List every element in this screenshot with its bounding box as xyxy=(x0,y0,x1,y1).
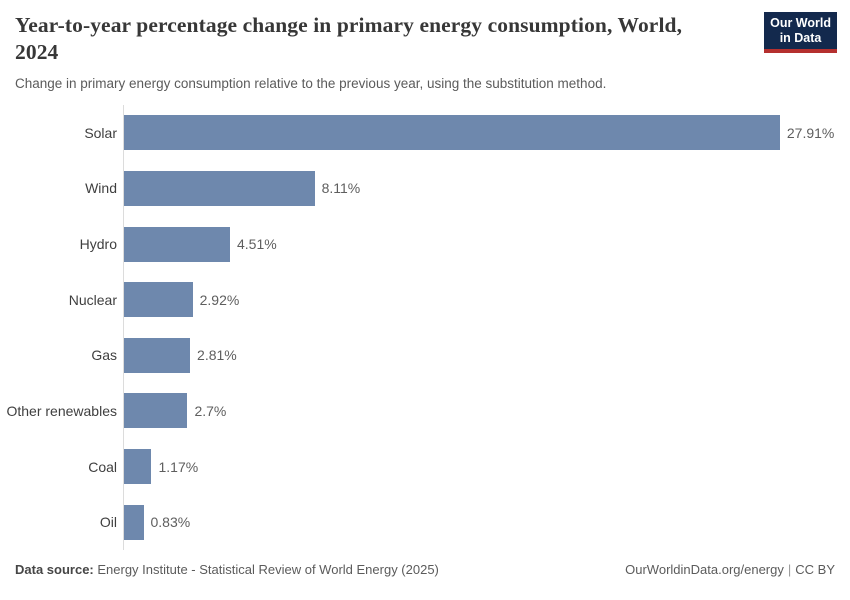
value-label: 27.91% xyxy=(786,124,835,141)
bar-row: Oil 0.83% xyxy=(0,494,850,550)
category-label: Nuclear xyxy=(68,291,117,308)
category-label: Oil xyxy=(99,514,117,531)
bar-track: 1.17% xyxy=(124,439,850,495)
value-label: 0.83% xyxy=(150,514,191,531)
data-source-note: Data source: Energy Institute - Statisti… xyxy=(15,562,439,577)
bar-track: 2.92% xyxy=(124,272,850,328)
bar-track: 8.11% xyxy=(124,161,850,217)
owid-logo-line2: in Data xyxy=(779,31,822,45)
bar[interactable] xyxy=(124,449,152,485)
category-label: Coal xyxy=(88,458,117,475)
data-source-text: Energy Institute - Statistical Review of… xyxy=(93,562,439,577)
bar-track: 4.51% xyxy=(124,216,850,272)
bar[interactable] xyxy=(124,170,315,206)
chart-title: Year-to-year percentage change in primar… xyxy=(15,13,683,64)
y-axis-line xyxy=(123,105,124,550)
owid-logo-line1: Our World xyxy=(770,16,831,30)
footer: Data source: Energy Institute - Statisti… xyxy=(15,562,835,577)
bar[interactable] xyxy=(124,282,193,318)
data-source-label: Data source: xyxy=(15,562,94,577)
owid-url-link[interactable]: OurWorldinData.org/energy xyxy=(625,562,784,577)
bar-track: 27.91% xyxy=(124,105,850,161)
value-label: 4.51% xyxy=(236,236,277,253)
plot-area: Solar 27.91% Wind 8.11% Hydro 4.51% Nuclear 2.9… xyxy=(0,105,850,550)
bar-row: Wind 8.11% xyxy=(0,161,850,217)
value-label: 1.17% xyxy=(158,458,199,475)
bar-row: Other renewables 2.7% xyxy=(0,383,850,439)
value-label: 2.81% xyxy=(197,347,237,364)
footer-separator: | xyxy=(787,562,792,577)
bar-track: 2.7% xyxy=(124,383,850,439)
bar[interactable] xyxy=(124,115,780,151)
value-label: 2.7% xyxy=(194,402,227,419)
category-label: Wind xyxy=(85,180,117,197)
category-label: Gas xyxy=(91,347,117,364)
value-label: 2.92% xyxy=(199,291,240,308)
footer-right: OurWorldinData.org/energy | CC BY xyxy=(625,562,835,577)
bar-track: 0.83% xyxy=(124,494,850,550)
owid-logo[interactable]: Our World in Data xyxy=(764,12,837,53)
chart-subtitle: Change in primary energy consumption rel… xyxy=(15,76,607,91)
license-link[interactable]: CC BY xyxy=(795,562,835,577)
bar-row: Solar 27.91% xyxy=(0,105,850,161)
bar-track: 2.81% xyxy=(124,328,850,384)
bar[interactable] xyxy=(124,504,144,540)
bar[interactable] xyxy=(124,337,191,373)
value-label: 8.11% xyxy=(321,180,361,197)
category-label: Hydro xyxy=(79,236,117,253)
bar-row: Gas 2.81% xyxy=(0,328,850,384)
category-label: Other renewables xyxy=(6,402,117,419)
category-label: Solar xyxy=(84,124,117,141)
bars: Solar 27.91% Wind 8.11% Hydro 4.51% Nuclear 2.9… xyxy=(0,105,850,550)
bar-row: Nuclear 2.92% xyxy=(0,272,850,328)
bar[interactable] xyxy=(124,226,230,262)
bar-row: Coal 1.17% xyxy=(0,439,850,495)
bar[interactable] xyxy=(124,393,188,429)
bar-row: Hydro 4.51% xyxy=(0,216,850,272)
